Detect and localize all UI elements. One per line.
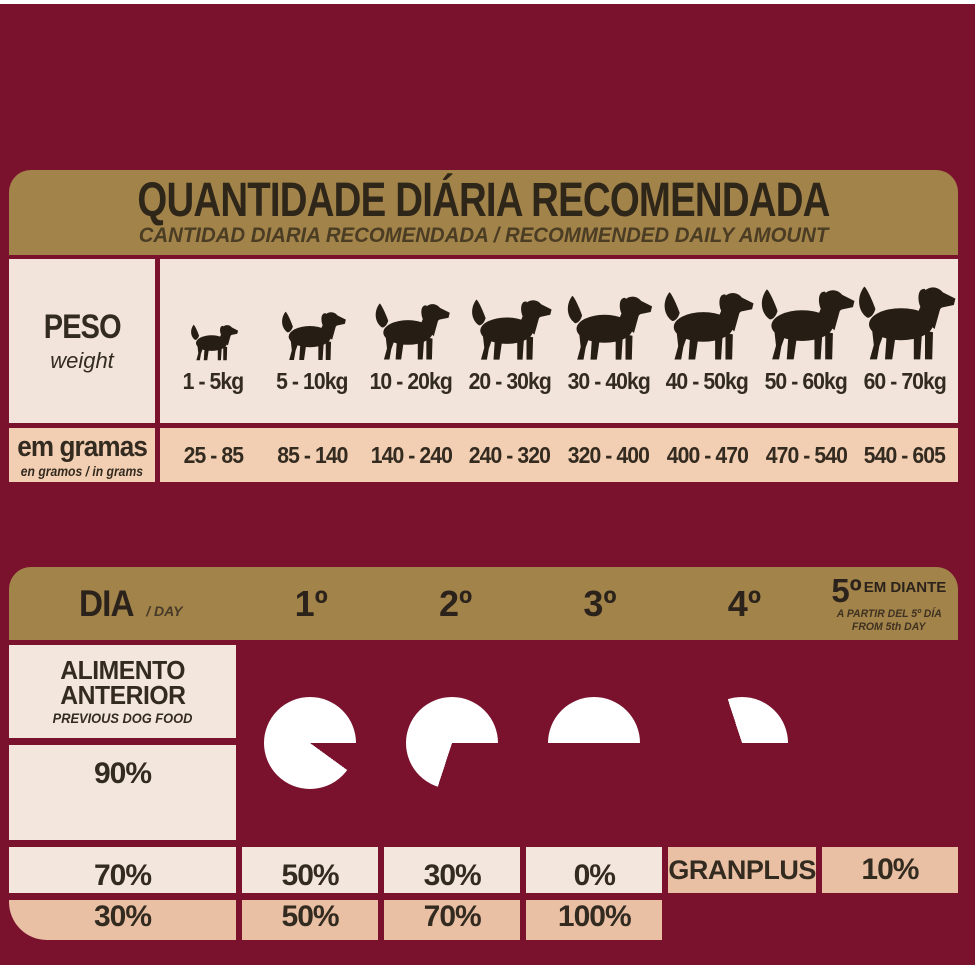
grams-label-translation: en gramos / in grams: [20, 464, 144, 479]
previous-food-label-cell: ALIMENTO ANTERIOR PREVIOUS DOG FOOD: [9, 645, 236, 738]
weight-column: 5 - 10kg: [263, 259, 362, 423]
weight-column: 20 - 30kg: [460, 259, 559, 423]
grams-value: 85 - 140: [276, 441, 348, 468]
dog-silhouette-icon: [858, 286, 956, 360]
dogs-cells: 1 - 5kg 5 - 10kg 10 - 20kg 20 - 30kg 30 - 40…: [160, 259, 958, 423]
weight-range-label: 50 - 60kg: [764, 368, 848, 394]
dog-zone: [371, 259, 451, 361]
daily-amount-header: QUANTIDADE DIÁRIA RECOMENDADA CANTIDAD D…: [9, 170, 958, 255]
dog-silhouette-icon: [471, 299, 552, 360]
previous-food-percent: 90%: [9, 745, 236, 840]
grams-label-cell: em gramas en gramos / in grams: [9, 428, 155, 482]
grams-value: 470 - 540: [765, 441, 847, 468]
dog-zone: [467, 259, 553, 361]
grams-value: 140 - 240: [370, 441, 452, 468]
weight-label: PESO: [43, 308, 122, 346]
weight-column: 10 - 20kg: [362, 259, 461, 423]
transition-panel: DIA / DAY 1º 2º 3º 4º 5º EM DIANTE A PARTIR…: [9, 567, 958, 940]
weight-range-label: 1 - 5kg: [183, 368, 245, 394]
previous-food-label-translation: PREVIOUS DOG FOOD: [52, 710, 193, 726]
dog-silhouette-icon: [568, 295, 653, 360]
granplus-percent: 100%: [526, 900, 663, 940]
day-number: 1º: [294, 582, 328, 624]
day5-title: 5º EM DIANTE: [831, 574, 946, 607]
daily-amount-panel: QUANTIDADE DIÁRIA RECOMENDADA CANTIDAD D…: [9, 170, 958, 482]
granplus-percent: 50%: [242, 900, 379, 940]
day-number: 4º: [727, 582, 761, 624]
previous-food-label-line1: ALIMENTO: [60, 654, 185, 685]
dog-zone: [278, 259, 347, 361]
previous-food-percent: 0%: [526, 847, 663, 893]
granplus-percent: 30%: [9, 900, 236, 940]
dog-zone: [562, 259, 654, 361]
weight-column: 30 - 40kg: [559, 259, 658, 423]
transition-pie-chart: [257, 689, 364, 796]
dog-silhouette-icon: [761, 289, 855, 360]
day-label: DIA: [79, 582, 136, 624]
weight-column: 50 - 60kg: [757, 259, 856, 423]
previous-food-percent: 30%: [384, 847, 521, 893]
dog-zone: [756, 259, 856, 361]
dog-silhouette-icon: [375, 303, 450, 360]
weight-range-label: 30 - 40kg: [567, 368, 650, 394]
granplus-percent: 10%: [821, 847, 958, 893]
previous-food-percent: 70%: [9, 847, 236, 893]
dog-zone: [853, 259, 957, 361]
day-label-cell: DIA / DAY: [9, 583, 236, 625]
weight-label-cell: PESO weight: [9, 259, 155, 423]
transition-pie-chart: [399, 689, 506, 796]
granplus-percent: 70%: [384, 900, 521, 940]
day5-number: 5º: [831, 572, 862, 609]
panel-title: QUANTIDADE DIÁRIA RECOMENDADA: [137, 174, 830, 227]
day5-cell: 5º EM DIANTE A PARTIR DEL 5º DÍA FROM 5t…: [820, 574, 958, 633]
weight-range-label: 5 - 10kg: [276, 368, 348, 394]
day5-onward-label: EM DIANTE: [863, 579, 947, 596]
grams-value: 540 - 605: [864, 441, 946, 468]
granplus-cell: GRANPLUS: [668, 847, 816, 893]
weight-column: 60 - 70kg: [853, 259, 957, 423]
grams-cells: 25 - 85 85 - 140 140 - 240 240 - 320 320 - 4…: [160, 428, 958, 482]
transition-pie-chart: [836, 689, 943, 796]
previous-food-label-line2: ANTERIOR: [59, 679, 186, 710]
weight-label-translation: weight: [50, 348, 114, 373]
dog-zone: [188, 259, 239, 361]
grams-row: em gramas en gramos / in grams 25 - 85 85…: [9, 428, 958, 482]
previous-food-percent: 50%: [242, 847, 379, 893]
grams-value: 320 - 400: [567, 441, 650, 468]
grams-value: 25 - 85: [183, 441, 244, 468]
dog-silhouette-icon: [664, 292, 754, 360]
day-header: DIA / DAY 1º 2º 3º 4º 5º EM DIANTE A PARTIR…: [9, 567, 958, 640]
weight-range-label: 40 - 50kg: [665, 368, 749, 394]
weight-row: PESO weight 1 - 5kg 5 - 10kg 10 - 20kg 20 -…: [9, 259, 958, 423]
weight-range-label: 60 - 70kg: [863, 368, 946, 394]
grams-label: em gramas: [17, 431, 148, 463]
weight-column: 40 - 50kg: [658, 259, 757, 423]
day5-subtitle-en: FROM 5th DAY: [852, 621, 926, 633]
weight-column: 1 - 5kg: [164, 259, 263, 423]
dog-silhouette-icon: [190, 324, 238, 361]
day-number: 2º: [439, 582, 473, 624]
grams-value: 400 - 470: [666, 441, 749, 468]
panel-subtitle: CANTIDAD DIARIA RECOMENDADA / RECOMMENDE…: [138, 224, 829, 247]
day-number: 3º: [583, 582, 617, 624]
transition-pie-chart: [541, 689, 648, 796]
day5-subtitle-es: A PARTIR DEL 5º DÍA: [836, 608, 942, 620]
weight-range-label: 10 - 20kg: [369, 368, 453, 394]
dog-zone: [659, 259, 755, 361]
weight-range-label: 20 - 30kg: [468, 368, 551, 394]
transition-pie-chart: [689, 689, 796, 796]
transition-grid: ALIMENTO ANTERIOR PREVIOUS DOG FOOD 90% 7…: [9, 645, 958, 940]
day-label-translation: / DAY: [146, 602, 183, 619]
grams-value: 240 - 320: [469, 441, 551, 468]
dog-silhouette-icon: [281, 311, 346, 360]
